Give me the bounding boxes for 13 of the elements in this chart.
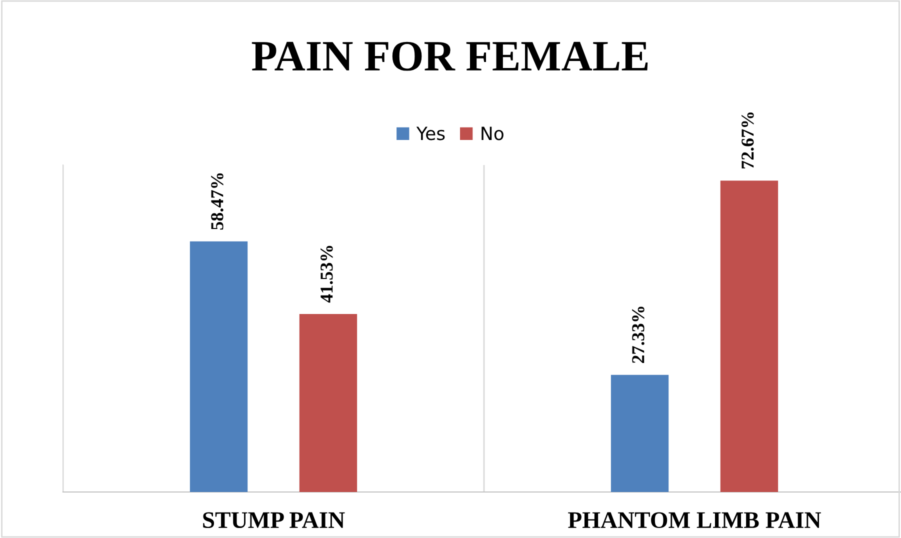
chart-title: PAIN FOR FEMALE <box>252 42 648 71</box>
data-label: 58.47% <box>211 173 224 230</box>
legend-label: No <box>482 126 504 140</box>
bar <box>190 241 248 492</box>
bar <box>299 314 358 492</box>
x-tick-label: PHANTOM LIMB PAIN <box>568 512 821 528</box>
x-tick-label: STUMP PAIN <box>203 512 345 528</box>
bar <box>610 374 669 492</box>
data-label: 72.67% <box>742 112 754 168</box>
bar <box>720 180 778 492</box>
data-label: 41.53% <box>320 246 333 303</box>
data-label: 27.33% <box>632 306 644 364</box>
legend-label: Yes <box>416 126 445 140</box>
